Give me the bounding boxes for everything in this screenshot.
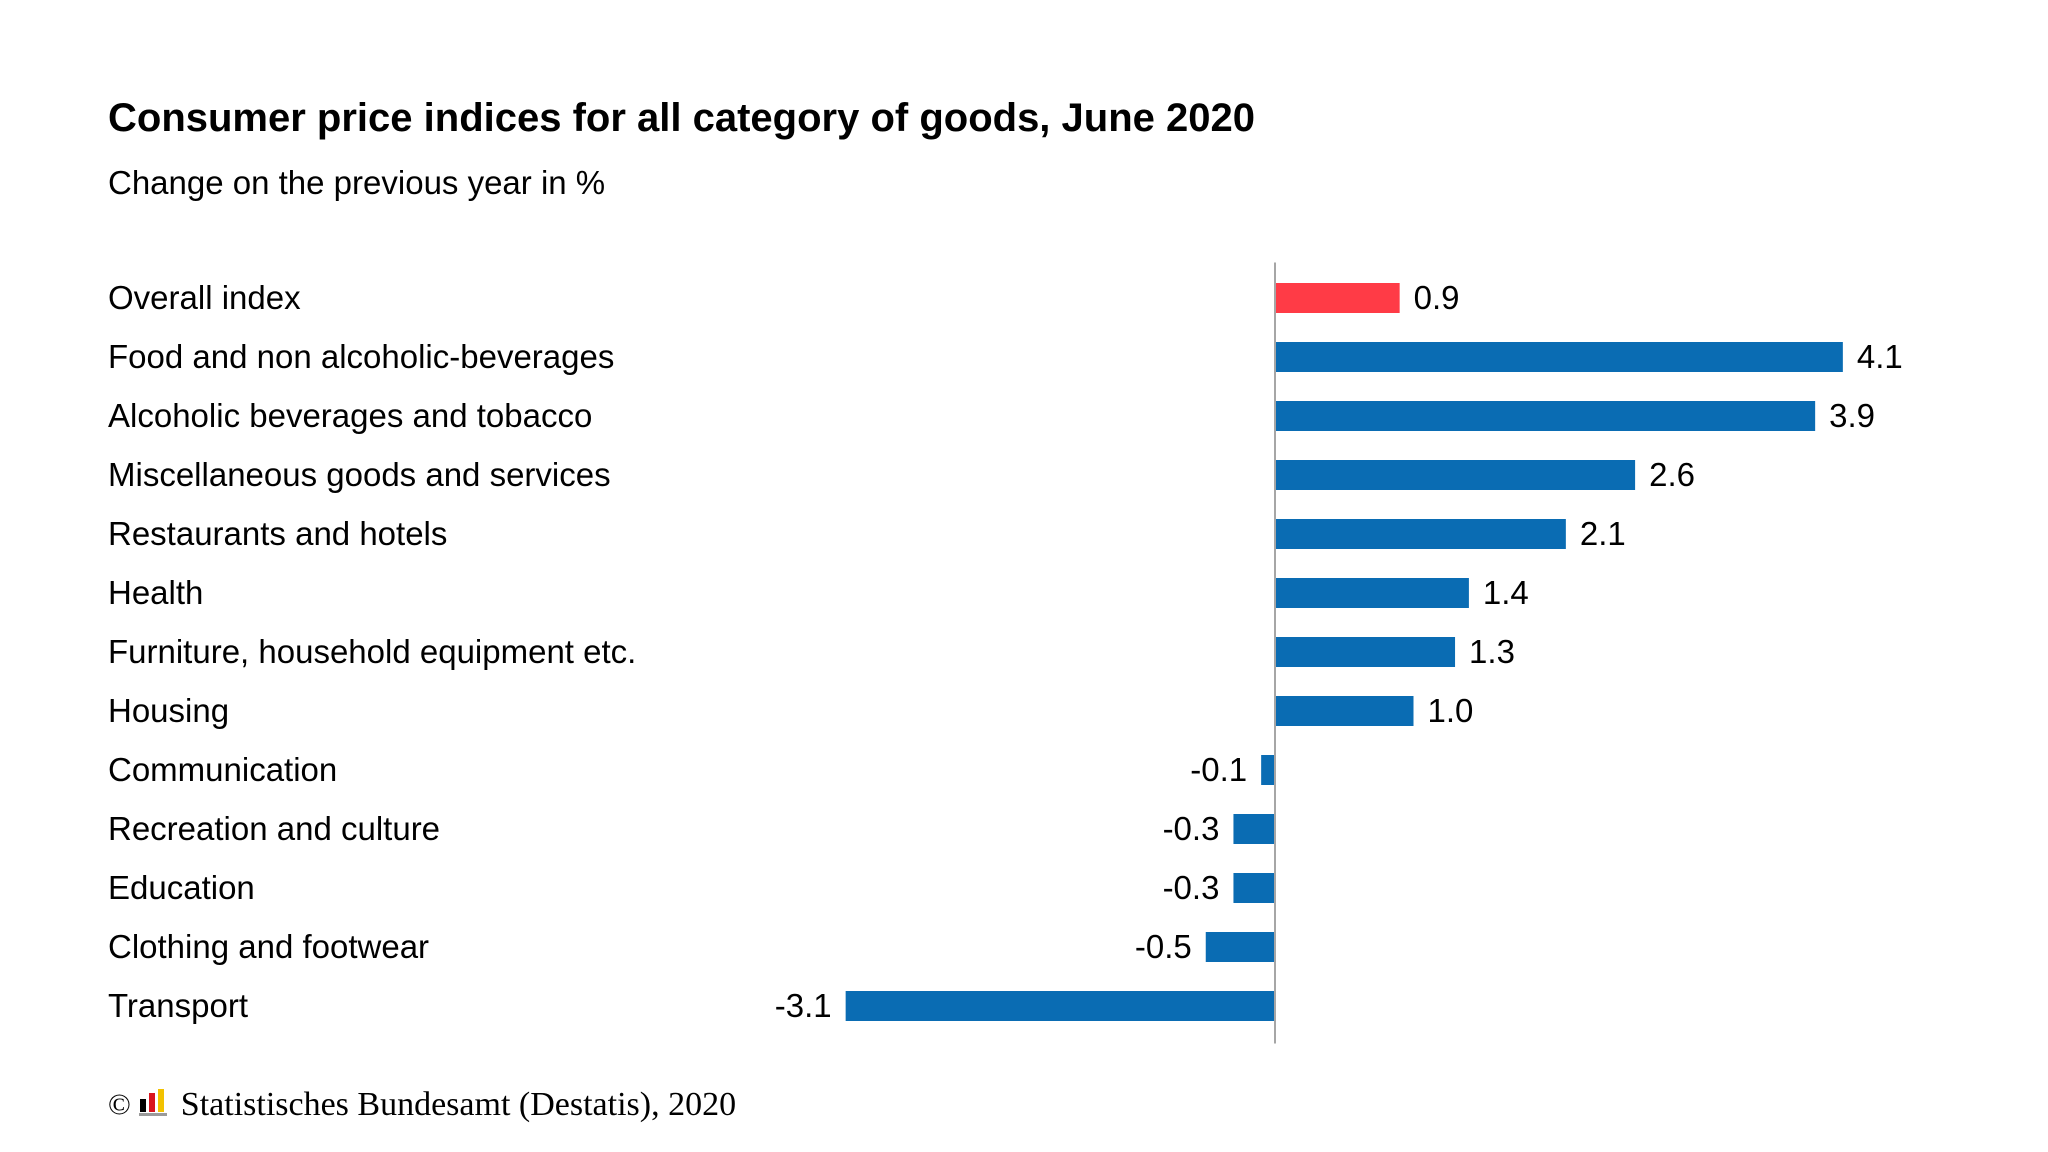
value-label: 1.3 [1469, 633, 1515, 670]
bar [845, 991, 1275, 1021]
bar [1275, 696, 1414, 726]
bar [1275, 578, 1469, 608]
bar [1275, 637, 1456, 667]
category-label: Housing [108, 692, 229, 729]
value-label: -0.5 [1135, 928, 1192, 965]
category-label: Overall index [108, 279, 301, 316]
value-label: 4.1 [1857, 338, 1903, 375]
chart-title: Consumer price indices for all category … [108, 96, 1255, 140]
bar [1275, 401, 1816, 431]
category-label: Clothing and footwear [108, 928, 429, 965]
value-label: 2.6 [1649, 456, 1695, 493]
category-label: Restaurants and hotels [108, 515, 447, 552]
bar [1233, 873, 1275, 903]
value-label: -0.3 [1163, 810, 1220, 847]
source-footer: © Statistisches Bundesamt (Destatis), 20… [108, 1088, 736, 1122]
category-label: Health [108, 574, 203, 611]
value-label: 3.9 [1829, 397, 1875, 434]
destatis-logo-icon [138, 1089, 167, 1116]
category-label: Transport [108, 987, 248, 1024]
value-label: -0.1 [1190, 751, 1247, 788]
bar [1275, 283, 1400, 313]
bar [1233, 814, 1275, 844]
category-label: Food and non alcoholic-beverages [108, 338, 614, 375]
category-label: Alcoholic beverages and tobacco [108, 397, 592, 434]
category-label: Education [108, 869, 255, 906]
bar [1261, 755, 1275, 785]
category-label: Furniture, household equipment etc. [108, 633, 636, 670]
value-label: -3.1 [775, 987, 832, 1024]
bar [1205, 932, 1275, 962]
value-label: 1.0 [1428, 692, 1474, 729]
category-label: Communication [108, 751, 337, 788]
value-label: 0.9 [1414, 279, 1460, 316]
source-text: Statistisches Bundesamt (Destatis), 2020 [180, 1086, 737, 1123]
bar [1275, 460, 1636, 490]
value-label: 2.1 [1580, 515, 1626, 552]
chart-subtitle: Change on the previous year in % [108, 164, 606, 201]
copyright-symbol: © [108, 1088, 131, 1121]
bar-plot: Overall index 0.9 Food and non alcoholic-b… [108, 262, 1903, 1044]
value-label: 1.4 [1483, 574, 1529, 611]
bar [1275, 342, 1843, 372]
bar [1275, 519, 1566, 549]
category-label: Recreation and culture [108, 810, 440, 847]
value-label: -0.3 [1163, 869, 1220, 906]
category-label: Miscellaneous goods and services [108, 456, 611, 493]
